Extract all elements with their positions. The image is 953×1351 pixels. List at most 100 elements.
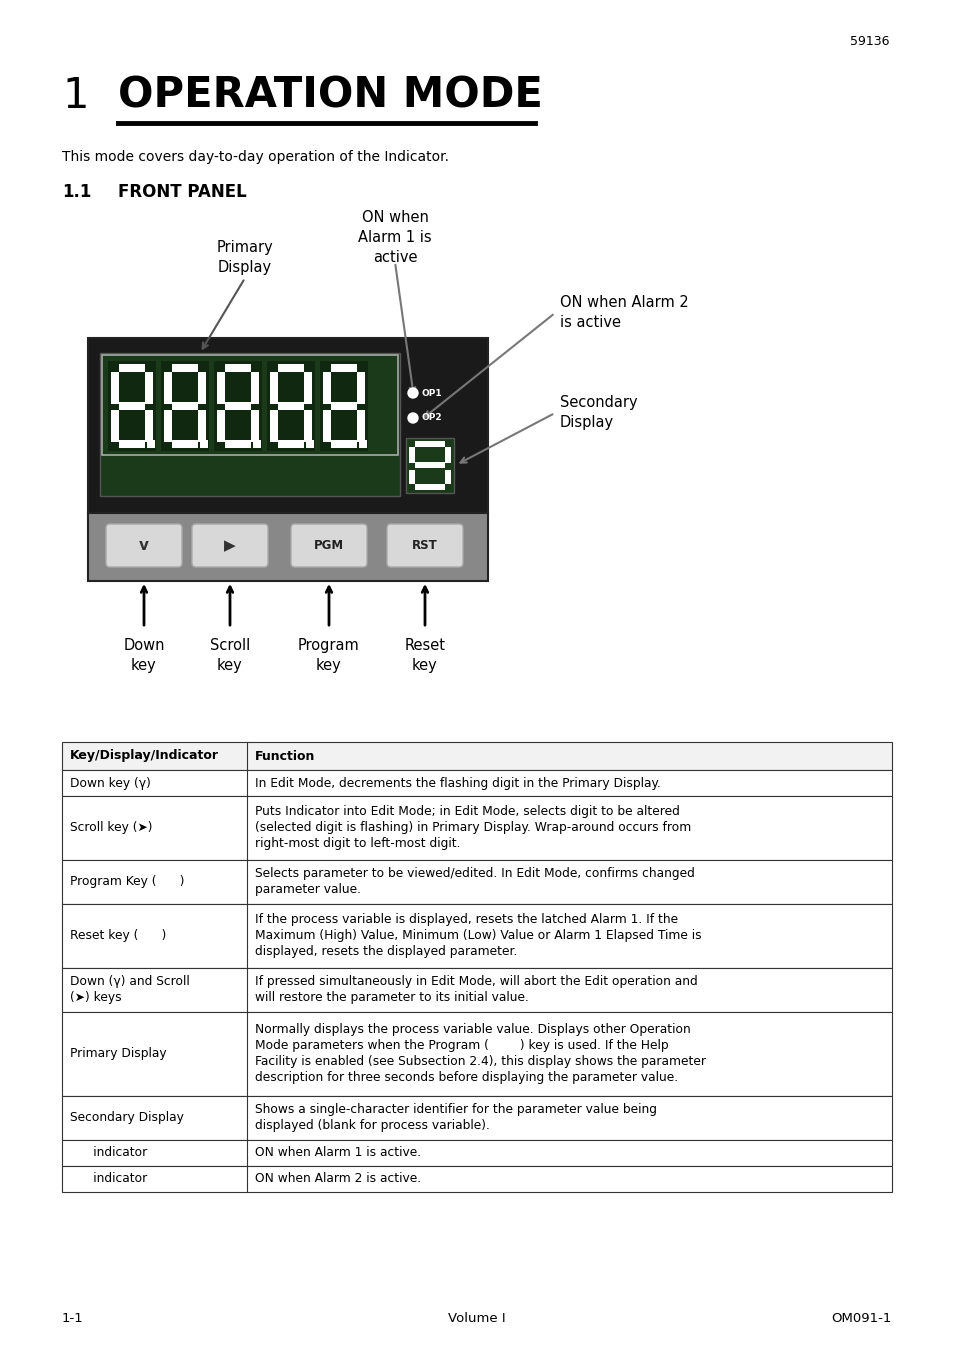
Bar bbox=[147, 440, 154, 449]
Text: OM091-1: OM091-1 bbox=[831, 1312, 891, 1325]
Bar bbox=[161, 361, 209, 451]
Bar bbox=[253, 440, 261, 449]
Text: Down (γ) and Scroll
(➤) keys: Down (γ) and Scroll (➤) keys bbox=[70, 975, 190, 1005]
Bar bbox=[277, 403, 304, 409]
Text: Puts Indicator into Edit Mode; in Edit Mode, selects digit to be altered
(select: Puts Indicator into Edit Mode; in Edit M… bbox=[254, 805, 691, 851]
Bar bbox=[172, 403, 198, 409]
Bar bbox=[331, 440, 356, 449]
Text: OPERATION MODE: OPERATION MODE bbox=[118, 76, 542, 118]
Text: indicator: indicator bbox=[70, 1147, 147, 1159]
Bar bbox=[119, 363, 145, 372]
Text: Reset
key: Reset key bbox=[404, 638, 445, 673]
Text: If pressed simultaneously in Edit Mode, will abort the Edit operation and
will r: If pressed simultaneously in Edit Mode, … bbox=[254, 975, 697, 1005]
Bar bbox=[111, 409, 119, 442]
Text: 1: 1 bbox=[62, 76, 89, 118]
Text: Program
key: Program key bbox=[297, 638, 359, 673]
Text: Secondary Display: Secondary Display bbox=[70, 1112, 184, 1124]
Bar bbox=[213, 361, 262, 451]
Text: Key/Display/Indicator: Key/Display/Indicator bbox=[70, 750, 219, 762]
FancyBboxPatch shape bbox=[291, 524, 367, 567]
Text: ON when Alarm 2 is active.: ON when Alarm 2 is active. bbox=[254, 1173, 420, 1185]
Bar bbox=[88, 338, 488, 513]
Bar bbox=[225, 403, 251, 409]
Text: RST: RST bbox=[412, 539, 437, 553]
Text: indicator: indicator bbox=[70, 1173, 147, 1185]
Bar bbox=[62, 904, 891, 969]
Bar bbox=[406, 438, 454, 493]
Bar bbox=[62, 861, 891, 904]
Text: Normally displays the process variable value. Displays other Operation
Mode para: Normally displays the process variable v… bbox=[254, 1024, 705, 1085]
Bar bbox=[62, 1166, 891, 1192]
Text: Primary Display: Primary Display bbox=[70, 1047, 167, 1061]
Bar bbox=[277, 363, 304, 372]
Bar bbox=[216, 409, 225, 442]
FancyBboxPatch shape bbox=[192, 524, 268, 567]
Bar bbox=[251, 372, 258, 404]
Bar bbox=[145, 372, 152, 404]
Bar bbox=[267, 361, 314, 451]
Bar bbox=[62, 1140, 891, 1166]
Text: ON when
Alarm 1 is
active: ON when Alarm 1 is active bbox=[357, 209, 432, 265]
Text: Selects parameter to be viewed/edited. In Edit Mode, confirms changed
parameter : Selects parameter to be viewed/edited. I… bbox=[254, 867, 694, 897]
Bar bbox=[306, 440, 314, 449]
Bar bbox=[358, 440, 367, 449]
Text: In Edit Mode, decrements the flashing digit in the Primary Display.: In Edit Mode, decrements the flashing di… bbox=[254, 777, 660, 789]
Text: Primary
Display: Primary Display bbox=[216, 240, 274, 274]
Bar bbox=[409, 470, 415, 484]
Text: 1.1: 1.1 bbox=[62, 182, 91, 201]
Bar bbox=[331, 403, 356, 409]
Bar bbox=[323, 409, 331, 442]
Bar bbox=[319, 361, 368, 451]
Bar bbox=[172, 440, 198, 449]
Bar bbox=[415, 440, 444, 447]
Bar bbox=[415, 484, 444, 490]
Bar bbox=[145, 409, 152, 442]
Text: Secondary
Display: Secondary Display bbox=[559, 394, 637, 430]
Text: Down
key: Down key bbox=[123, 638, 165, 673]
Bar bbox=[225, 440, 251, 449]
Text: Program Key (      ): Program Key ( ) bbox=[70, 875, 184, 889]
Text: Function: Function bbox=[254, 750, 315, 762]
Text: Scroll
key: Scroll key bbox=[210, 638, 250, 673]
Circle shape bbox=[408, 413, 417, 423]
Bar bbox=[62, 1012, 891, 1096]
Bar bbox=[270, 372, 277, 404]
Bar bbox=[119, 403, 145, 409]
Bar bbox=[356, 409, 365, 442]
Bar bbox=[198, 372, 206, 404]
Text: 1-1: 1-1 bbox=[62, 1312, 84, 1325]
Bar bbox=[100, 353, 399, 496]
Bar bbox=[444, 447, 451, 463]
Bar bbox=[62, 742, 891, 770]
Bar bbox=[225, 363, 251, 372]
Text: This mode covers day-to-day operation of the Indicator.: This mode covers day-to-day operation of… bbox=[62, 150, 449, 163]
Text: Down key (γ): Down key (γ) bbox=[70, 777, 151, 789]
Text: v: v bbox=[139, 538, 149, 553]
Text: Volume I: Volume I bbox=[448, 1312, 505, 1325]
Bar bbox=[277, 440, 304, 449]
Bar bbox=[88, 513, 488, 581]
Text: Reset key (      ): Reset key ( ) bbox=[70, 929, 166, 943]
Bar bbox=[444, 470, 451, 484]
Bar bbox=[270, 409, 277, 442]
Text: ▶: ▶ bbox=[224, 538, 235, 553]
Text: 59136: 59136 bbox=[850, 35, 889, 49]
Bar bbox=[164, 409, 172, 442]
Text: OP2: OP2 bbox=[421, 413, 442, 423]
Bar bbox=[415, 462, 444, 467]
FancyBboxPatch shape bbox=[106, 524, 182, 567]
Bar bbox=[164, 372, 172, 404]
Bar bbox=[200, 440, 208, 449]
Bar bbox=[304, 409, 312, 442]
Text: ON when Alarm 1 is active.: ON when Alarm 1 is active. bbox=[254, 1147, 420, 1159]
Bar bbox=[304, 372, 312, 404]
Bar bbox=[356, 372, 365, 404]
Text: FRONT PANEL: FRONT PANEL bbox=[118, 182, 247, 201]
Bar bbox=[108, 361, 156, 451]
Bar bbox=[409, 447, 415, 463]
Bar bbox=[119, 440, 145, 449]
Bar bbox=[216, 372, 225, 404]
Bar bbox=[62, 1096, 891, 1140]
Bar bbox=[323, 372, 331, 404]
Bar bbox=[331, 363, 356, 372]
